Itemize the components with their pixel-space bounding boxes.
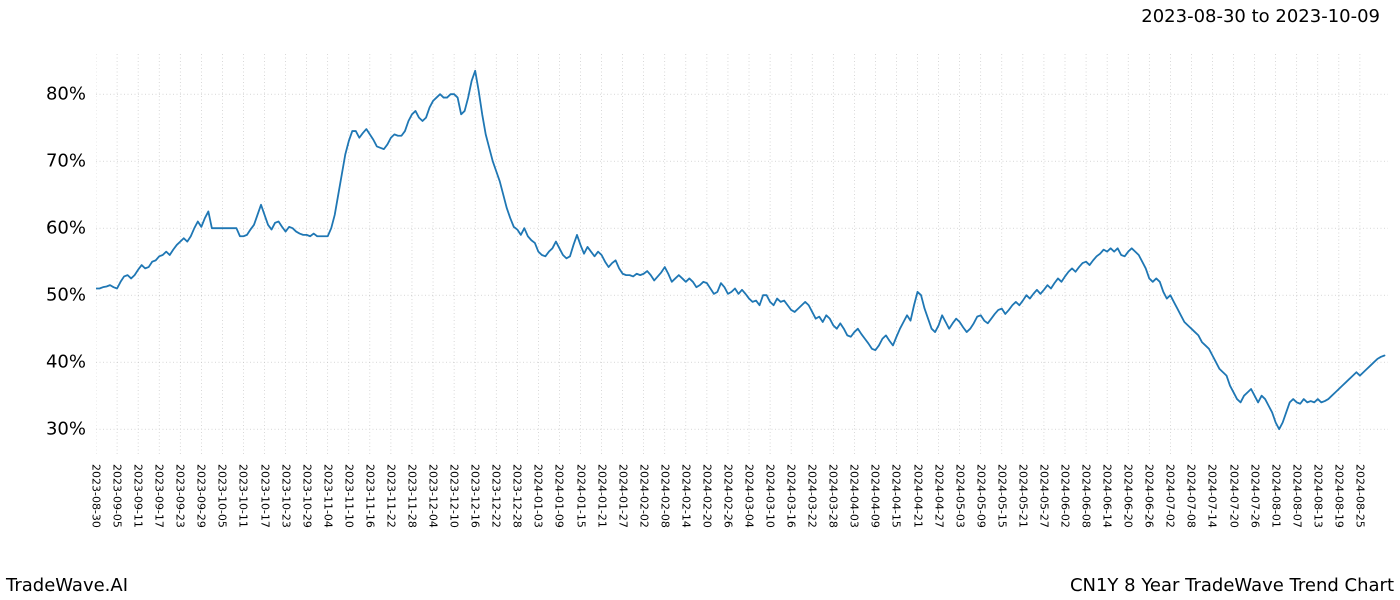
y-tick-label: 40% xyxy=(46,352,86,373)
x-tick-label: 2023-09-11 xyxy=(132,464,145,528)
x-tick-label: 2024-01-21 xyxy=(595,464,608,528)
x-tick-label: 2023-09-17 xyxy=(153,464,166,528)
x-tick-label: 2024-04-03 xyxy=(848,464,861,528)
x-tick-label: 2024-02-20 xyxy=(700,464,713,528)
x-tick-label: 2023-10-23 xyxy=(279,464,292,528)
x-tick-label: 2023-12-16 xyxy=(469,464,482,528)
x-tick-label: 2023-12-28 xyxy=(511,464,524,528)
brand-label: TradeWave.AI xyxy=(6,575,128,596)
x-tick-label: 2024-07-14 xyxy=(1206,464,1219,528)
x-tick-label: 2024-01-03 xyxy=(532,464,545,528)
x-tick-label: 2024-05-27 xyxy=(1037,464,1050,528)
x-tick-label: 2023-11-16 xyxy=(363,464,376,528)
x-tick-label: 2023-08-30 xyxy=(90,464,103,528)
chart-plot-area: 30%40%50%60%70%80%2023-08-302023-09-0520… xyxy=(96,54,1388,456)
x-tick-label: 2024-03-22 xyxy=(806,464,819,528)
x-tick-label: 2023-10-17 xyxy=(258,464,271,528)
x-tick-label: 2023-09-23 xyxy=(174,464,187,528)
x-tick-label: 2024-08-01 xyxy=(1269,464,1282,528)
x-tick-label: 2023-10-05 xyxy=(216,464,229,528)
x-tick-label: 2024-07-20 xyxy=(1227,464,1240,528)
x-tick-label: 2024-03-28 xyxy=(827,464,840,528)
x-tick-label: 2024-01-09 xyxy=(553,464,566,528)
x-tick-label: 2024-04-09 xyxy=(869,464,882,528)
x-tick-label: 2024-03-10 xyxy=(764,464,777,528)
x-tick-label: 2024-06-08 xyxy=(1080,464,1093,528)
x-tick-label: 2024-02-02 xyxy=(637,464,650,528)
x-tick-label: 2024-05-21 xyxy=(1016,464,1029,528)
x-tick-label: 2024-06-26 xyxy=(1143,464,1156,528)
x-tick-label: 2023-12-04 xyxy=(427,464,440,528)
x-tick-label: 2024-06-02 xyxy=(1059,464,1072,528)
x-tick-label: 2023-09-29 xyxy=(195,464,208,528)
x-tick-label: 2024-05-09 xyxy=(974,464,987,528)
x-tick-label: 2024-07-02 xyxy=(1164,464,1177,528)
y-tick-label: 30% xyxy=(46,419,86,440)
x-tick-label: 2023-10-11 xyxy=(237,464,250,528)
x-tick-label: 2024-04-15 xyxy=(890,464,903,528)
line-chart-svg xyxy=(96,54,1388,456)
y-tick-label: 70% xyxy=(46,151,86,172)
x-tick-label: 2024-02-14 xyxy=(679,464,692,528)
x-tick-label: 2023-10-29 xyxy=(300,464,313,528)
x-tick-label: 2024-05-15 xyxy=(995,464,1008,528)
x-tick-label: 2024-03-16 xyxy=(785,464,798,528)
x-tick-label: 2023-11-04 xyxy=(321,464,334,528)
y-tick-label: 50% xyxy=(46,285,86,306)
x-tick-label: 2024-01-27 xyxy=(616,464,629,528)
x-tick-label: 2024-05-03 xyxy=(953,464,966,528)
x-tick-label: 2023-12-22 xyxy=(490,464,503,528)
x-tick-label: 2024-08-07 xyxy=(1290,464,1303,528)
x-tick-label: 2024-08-13 xyxy=(1311,464,1324,528)
x-tick-label: 2024-03-04 xyxy=(743,464,756,528)
chart-title-label: CN1Y 8 Year TradeWave Trend Chart xyxy=(1070,575,1394,596)
x-tick-label: 2024-07-08 xyxy=(1185,464,1198,528)
x-tick-label: 2024-04-21 xyxy=(911,464,924,528)
y-tick-label: 60% xyxy=(46,218,86,239)
x-tick-label: 2023-11-28 xyxy=(405,464,418,528)
x-tick-label: 2023-11-22 xyxy=(384,464,397,528)
x-tick-label: 2024-01-15 xyxy=(574,464,587,528)
x-tick-label: 2024-08-19 xyxy=(1332,464,1345,528)
date-range-label: 2023-08-30 to 2023-10-09 xyxy=(1141,6,1380,27)
x-tick-label: 2023-12-10 xyxy=(448,464,461,528)
x-tick-label: 2024-08-25 xyxy=(1353,464,1366,528)
x-tick-label: 2024-02-26 xyxy=(721,464,734,528)
x-tick-label: 2024-04-27 xyxy=(932,464,945,528)
x-tick-label: 2024-02-08 xyxy=(658,464,671,528)
x-tick-label: 2023-09-05 xyxy=(111,464,124,528)
x-tick-label: 2023-11-10 xyxy=(342,464,355,528)
x-tick-label: 2024-06-20 xyxy=(1122,464,1135,528)
y-tick-label: 80% xyxy=(46,84,86,105)
x-tick-label: 2024-06-14 xyxy=(1101,464,1114,528)
x-tick-label: 2024-07-26 xyxy=(1248,464,1261,528)
